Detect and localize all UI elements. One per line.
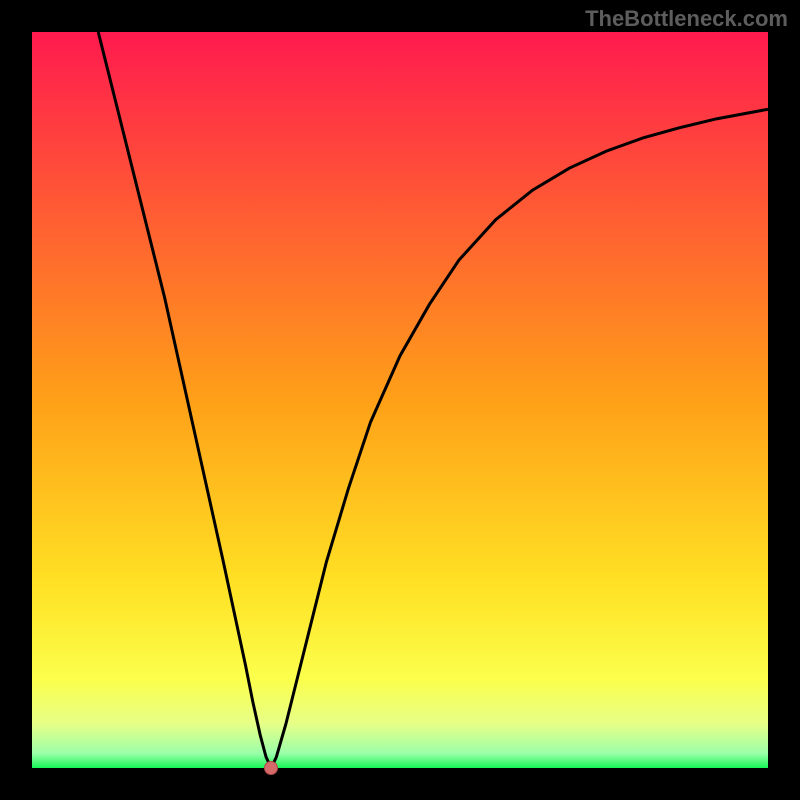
minimum-marker bbox=[264, 761, 278, 775]
chart-container: TheBottleneck.com bbox=[0, 0, 800, 800]
curve-svg bbox=[32, 32, 768, 768]
bottleneck-curve bbox=[98, 32, 768, 768]
plot-area bbox=[32, 32, 768, 768]
watermark-text: TheBottleneck.com bbox=[585, 6, 788, 32]
